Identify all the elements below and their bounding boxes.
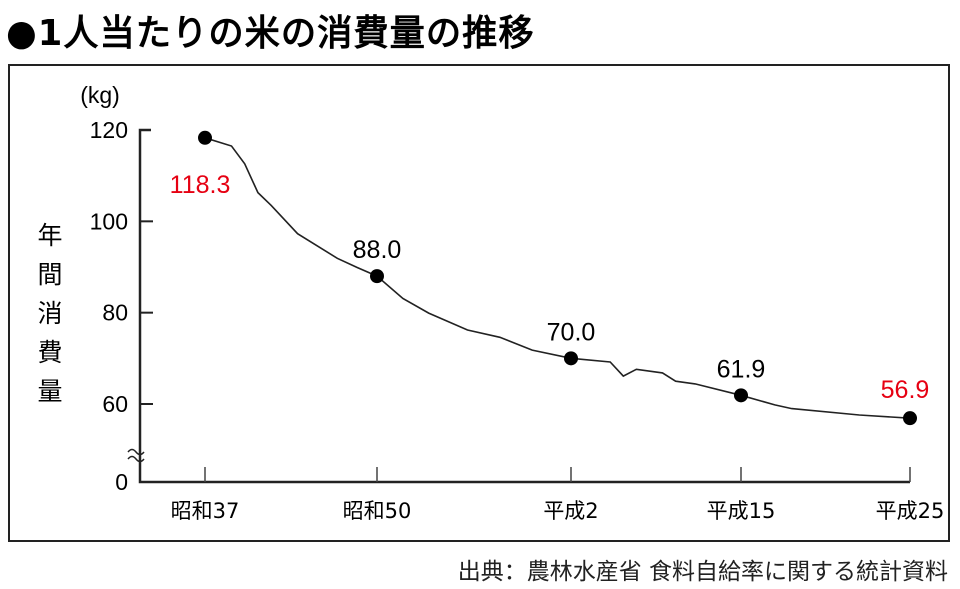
data-label: 70.0 [547,318,596,346]
y-ticks: 0 60 80 100 120 [90,117,153,495]
data-label: 61.9 [717,355,766,383]
x-tick-label: 昭和50 [343,499,412,523]
y-tick-label: 60 [102,391,128,417]
data-point [903,411,917,426]
data-label: 56.9 [881,376,930,404]
y-tick-label: 80 [102,300,128,326]
data-point [564,351,578,366]
y-unit-label: (kg) [80,82,120,108]
y-tick-label: 0 [115,469,128,495]
data-label: 88.0 [353,236,402,264]
chart-frame [8,64,950,542]
x-tick-label: 平成2 [543,499,598,523]
series-line [204,137,911,419]
axis-break-icon [127,448,145,463]
source-note: 出典：農林水産省 食料自給率に関する統計資料 [457,559,948,585]
x-tick-label: 平成25 [876,499,945,523]
x-tick-label: 昭和37 [171,499,240,523]
axis-lines [138,128,910,484]
y-tick-label: 120 [90,117,128,143]
data-label: 118.3 [170,171,231,199]
data-point [734,388,748,403]
y-tick-label: 100 [90,208,128,234]
data-point [198,130,212,145]
x-ticks: 昭和37 昭和50 平成2 平成15 平成25 [171,467,945,523]
data-points: 118.3 88.0 70.0 61.9 56.9 [170,130,930,426]
chart-title: ●1人当たりの米の消費量の推移 [6,13,535,54]
y-axis-label: 年間消費量 [34,222,63,417]
x-tick-label: 平成15 [707,499,776,523]
data-point [370,269,384,284]
axes [127,128,910,484]
